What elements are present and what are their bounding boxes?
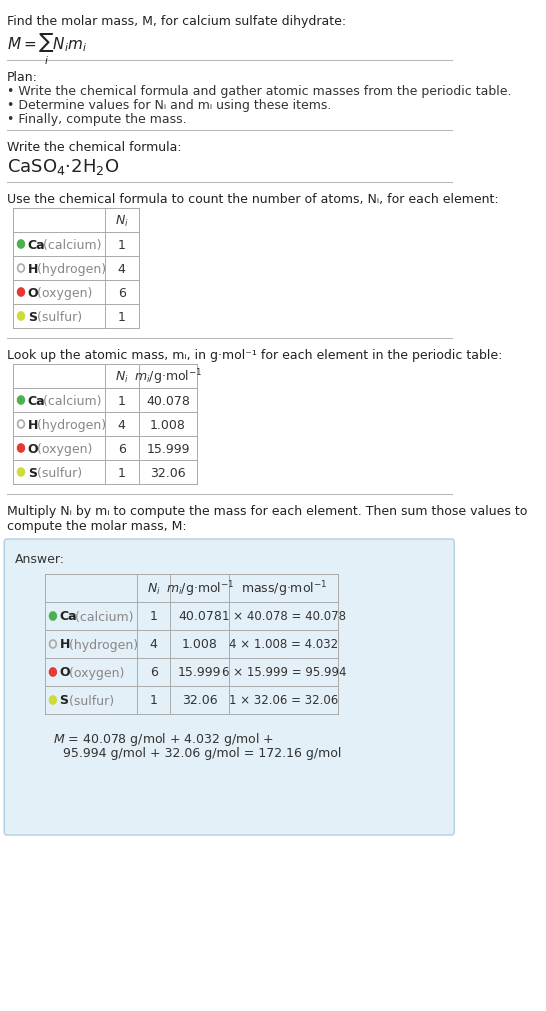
Text: 4 × 1.008 = 4.032: 4 × 1.008 = 4.032 (229, 638, 339, 651)
Circle shape (50, 697, 56, 705)
Text: (sulfur): (sulfur) (65, 694, 114, 707)
Text: (oxygen): (oxygen) (65, 666, 124, 678)
Text: 1 × 40.078 = 40.078: 1 × 40.078 = 40.078 (222, 610, 346, 623)
Text: H: H (28, 262, 38, 275)
Text: $M$ = 40.078 g/mol + 4.032 g/mol +: $M$ = 40.078 g/mol + 4.032 g/mol + (53, 730, 274, 747)
Text: $M = \sum_i N_i m_i$: $M = \sum_i N_i m_i$ (7, 33, 87, 67)
Text: Ca: Ca (60, 610, 77, 623)
Text: 1: 1 (118, 394, 126, 407)
Text: 15.999: 15.999 (178, 666, 222, 678)
Text: (calcium): (calcium) (39, 394, 101, 407)
Text: (sulfur): (sulfur) (33, 466, 82, 479)
Text: 1: 1 (118, 466, 126, 479)
Text: Plan:: Plan: (7, 71, 38, 84)
Text: S: S (60, 694, 69, 707)
Circle shape (17, 289, 25, 296)
Text: O: O (28, 286, 38, 299)
Text: 40.078: 40.078 (178, 610, 222, 623)
Text: Ca: Ca (28, 394, 45, 407)
Text: H: H (60, 638, 70, 651)
Text: 4: 4 (150, 638, 158, 651)
Text: 4: 4 (118, 262, 126, 275)
Text: 6: 6 (118, 442, 126, 455)
Text: (sulfur): (sulfur) (33, 310, 82, 324)
Text: • Determine values for Nᵢ and mᵢ using these items.: • Determine values for Nᵢ and mᵢ using t… (7, 99, 331, 112)
Text: Write the chemical formula:: Write the chemical formula: (7, 141, 181, 154)
Text: $m_i$/g·mol$^{-1}$: $m_i$/g·mol$^{-1}$ (134, 367, 202, 386)
Text: mass/g·mol$^{-1}$: mass/g·mol$^{-1}$ (241, 578, 327, 599)
Text: Look up the atomic mass, mᵢ, in g·mol⁻¹ for each element in the periodic table:: Look up the atomic mass, mᵢ, in g·mol⁻¹ … (7, 349, 502, 362)
Text: $N_i$: $N_i$ (115, 369, 129, 384)
Text: Find the molar mass, M, for calcium sulfate dihydrate:: Find the molar mass, M, for calcium sulf… (7, 15, 346, 28)
Text: O: O (60, 666, 70, 678)
Text: (calcium): (calcium) (70, 610, 133, 623)
Text: (hydrogen): (hydrogen) (33, 262, 106, 275)
Text: 95.994 g/mol + 32.06 g/mol = 172.16 g/mol: 95.994 g/mol + 32.06 g/mol = 172.16 g/mo… (63, 746, 341, 759)
Text: (oxygen): (oxygen) (33, 286, 92, 299)
Text: 1: 1 (118, 239, 126, 252)
Text: 32.06: 32.06 (182, 694, 218, 707)
Text: S: S (28, 310, 37, 324)
Circle shape (50, 668, 56, 676)
Text: 1 × 32.06 = 32.06: 1 × 32.06 = 32.06 (229, 694, 339, 707)
Text: Ca: Ca (28, 239, 45, 252)
Circle shape (17, 445, 25, 453)
Text: $N_i$: $N_i$ (115, 213, 129, 228)
Text: (oxygen): (oxygen) (33, 442, 92, 455)
FancyBboxPatch shape (4, 540, 454, 835)
Text: Answer:: Answer: (15, 552, 65, 565)
Text: Multiply Nᵢ by mᵢ to compute the mass for each element. Then sum those values to: Multiply Nᵢ by mᵢ to compute the mass fo… (7, 504, 527, 533)
Text: Use the chemical formula to count the number of atoms, Nᵢ, for each element:: Use the chemical formula to count the nu… (7, 193, 498, 206)
Text: S: S (28, 466, 37, 479)
Text: O: O (28, 442, 38, 455)
Text: $N_i$: $N_i$ (147, 581, 161, 595)
Circle shape (17, 396, 25, 404)
Text: 6: 6 (118, 286, 126, 299)
Text: 1: 1 (118, 310, 126, 324)
Text: (hydrogen): (hydrogen) (65, 638, 138, 651)
Text: • Write the chemical formula and gather atomic masses from the periodic table.: • Write the chemical formula and gather … (7, 85, 511, 98)
Circle shape (17, 468, 25, 476)
Text: • Finally, compute the mass.: • Finally, compute the mass. (7, 113, 186, 126)
Text: 1: 1 (150, 694, 158, 707)
Text: H: H (28, 419, 38, 431)
Text: (calcium): (calcium) (39, 239, 101, 252)
Text: (hydrogen): (hydrogen) (33, 419, 106, 431)
Text: 32.06: 32.06 (150, 466, 186, 479)
Text: $m_i$/g·mol$^{-1}$: $m_i$/g·mol$^{-1}$ (165, 578, 234, 599)
Circle shape (50, 613, 56, 621)
Text: 40.078: 40.078 (146, 394, 190, 407)
Text: 1.008: 1.008 (182, 638, 218, 651)
Text: 6 × 15.999 = 95.994: 6 × 15.999 = 95.994 (222, 666, 346, 678)
Text: 4: 4 (118, 419, 126, 431)
Text: 15.999: 15.999 (146, 442, 189, 455)
Circle shape (17, 312, 25, 320)
Text: 6: 6 (150, 666, 158, 678)
Text: $\mathrm{CaSO_4{\cdot}2H_2O}$: $\mathrm{CaSO_4{\cdot}2H_2O}$ (7, 157, 119, 177)
Circle shape (17, 241, 25, 249)
Text: 1.008: 1.008 (150, 419, 186, 431)
Text: 1: 1 (150, 610, 158, 623)
